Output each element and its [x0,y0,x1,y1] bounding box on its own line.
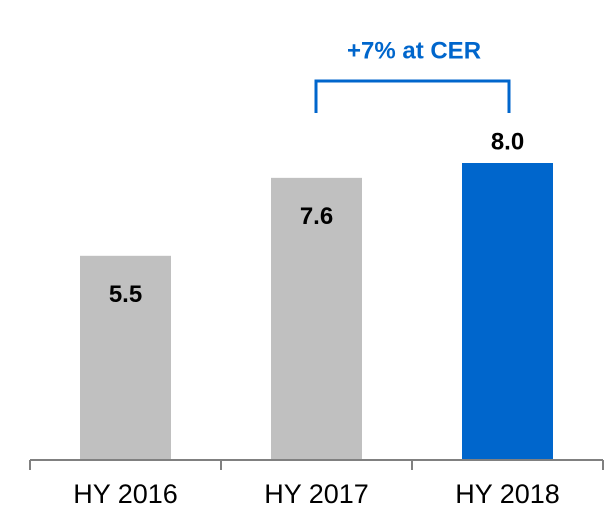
bar [80,255,171,460]
annotation: +7% at CER [347,37,481,64]
value-label: 7.6 [300,203,333,230]
bar [271,177,362,460]
x-tick-label: HY 2017 [264,479,369,509]
value-label: 5.5 [109,281,142,308]
value-label: 8.0 [491,128,524,155]
x-tick-label: HY 2018 [455,479,560,509]
bar [462,163,553,460]
x-tick-label: HY 2016 [73,479,178,509]
bracket [314,79,511,113]
